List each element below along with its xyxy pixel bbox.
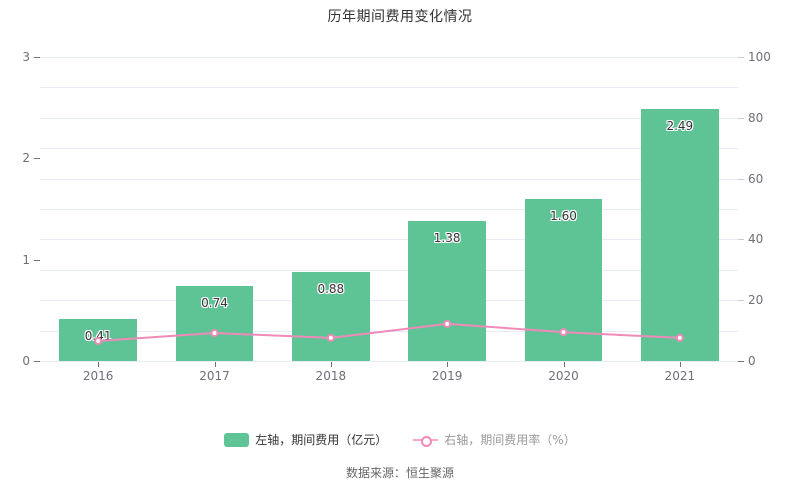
x-axis-tick-mark: [330, 362, 332, 367]
x-axis-tick-mark: [447, 362, 449, 367]
legend-bar-label: 左轴，期间费用（亿元）: [255, 433, 388, 447]
y-axis-right-tick-mark: [738, 361, 744, 362]
x-axis-label-2016: 2016: [82, 369, 114, 383]
legend-item-line[interactable]: 右轴，期间费用率（%）: [413, 431, 576, 448]
gridline: [40, 269, 738, 271]
legend-line-marker-icon: [413, 433, 439, 447]
y-axis-right-tick-mark: [738, 57, 744, 58]
gridline: [40, 361, 738, 362]
bar-2021[interactable]: [640, 108, 719, 361]
y-axis-right-tick-mark: [738, 117, 744, 119]
gridline: [40, 330, 738, 332]
source-note: 数据来源：恒生聚源: [345, 466, 454, 480]
gridline: [40, 57, 738, 58]
y-axis-right-tick-label: 80: [748, 110, 764, 125]
bar-value-label: 0.41: [84, 329, 112, 344]
x-axis-label-2017: 2017: [199, 369, 230, 383]
y-axis-right-tick-label: 60: [748, 171, 764, 186]
chart-title: 历年期间费用变化情况: [327, 9, 473, 25]
gridline: [40, 239, 738, 241]
y-axis-right-tick-mark: [738, 300, 744, 302]
y-axis-left-tick-mark: [34, 361, 40, 362]
bar-value-label: 0.88: [317, 281, 345, 296]
bar-value-label: 0.74: [201, 296, 228, 310]
x-axis-tick-mark: [563, 362, 565, 367]
y-axis-left-tick-mark: [34, 259, 40, 261]
y-axis-right-tick-mark: [738, 239, 744, 241]
x-axis-label-2020: 2020: [548, 369, 579, 383]
y-axis-left-tick-label: 3: [22, 50, 30, 64]
x-axis-tick-mark: [679, 362, 681, 367]
y-axis-left-tick-label: 2: [22, 151, 30, 166]
legend-line-label: 右轴，期间费用率（%）: [444, 433, 576, 447]
y-axis-right-tick-label: 20: [748, 293, 764, 308]
legend-item-bar[interactable]: 左轴，期间费用（亿元）: [224, 431, 387, 448]
bar-2020[interactable]: [524, 198, 603, 361]
bar-2018[interactable]: [291, 271, 370, 361]
y-axis-left-tick-label: 1: [22, 252, 30, 267]
y-axis-left-tick-mark: [34, 158, 40, 160]
chart-legend: 左轴，期间费用（亿元） 右轴，期间费用率（%）: [0, 431, 800, 448]
plot-area: [40, 57, 738, 362]
x-axis-label-2018: 2018: [315, 369, 347, 383]
gridline: [40, 178, 738, 180]
bar-value-label: 1.38: [433, 231, 461, 246]
y-axis-right-tick-label: 0: [748, 354, 756, 368]
gridline: [40, 117, 738, 119]
y-axis-left-tick-label: 0: [22, 354, 30, 368]
gridline: [40, 300, 738, 302]
y-axis-right-tick-label: 40: [748, 232, 764, 247]
legend-bar-swatch-icon: [224, 432, 250, 447]
x-axis-tick-mark: [98, 362, 100, 367]
x-axis-label-2021: 2021: [664, 369, 696, 383]
y-axis-right-tick-label: 100: [748, 50, 771, 64]
bar-value-label: 1.60: [550, 208, 577, 223]
y-axis-right-tick-mark: [738, 178, 744, 180]
y-axis-left-tick-mark: [34, 57, 40, 58]
gridline: [40, 87, 738, 89]
gridline: [40, 148, 738, 150]
bar-value-label: 2.49: [666, 118, 694, 133]
x-axis-label-2019: 2019: [431, 369, 463, 383]
gridline: [40, 209, 738, 210]
x-axis-tick-mark: [214, 362, 216, 367]
